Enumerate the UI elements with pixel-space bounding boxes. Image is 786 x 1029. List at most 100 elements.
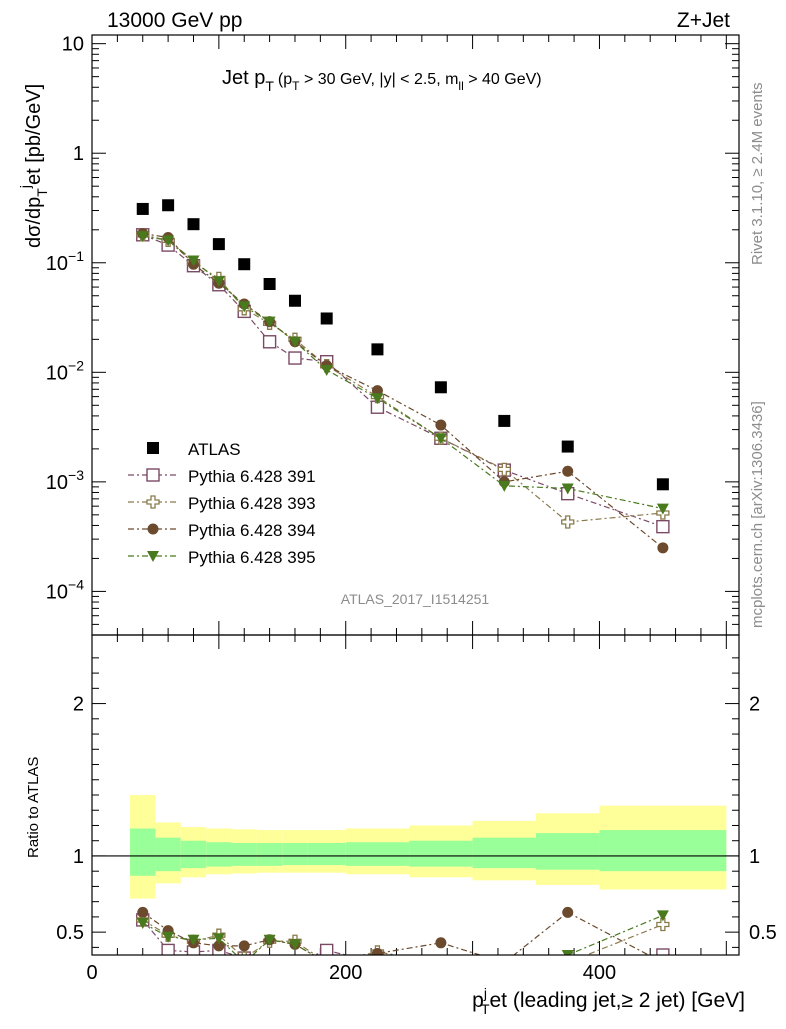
- ratio-point: [435, 958, 447, 969]
- ratio-point: [435, 957, 447, 969]
- data-point: [434, 381, 447, 394]
- main-plot-marks: [136, 199, 670, 554]
- legend-marker: [147, 551, 159, 562]
- data-point: [162, 235, 175, 247]
- ratio-point: [562, 957, 574, 969]
- ratio-plot-marks: [136, 906, 670, 969]
- data-point: [435, 419, 447, 431]
- ratio-y-tick-label-right: 1: [749, 846, 760, 868]
- band-green: [307, 843, 346, 866]
- data-point: [238, 301, 251, 313]
- data-point: [136, 202, 149, 215]
- ratio-point: [371, 957, 383, 969]
- ratio-point: [562, 906, 574, 918]
- legend-label: Pythia 6.428 391: [188, 467, 316, 486]
- data-point: [656, 478, 669, 491]
- ratio-point: [264, 957, 276, 969]
- legend: ATLAS Pythia 6.428 391 Pythia 6.428 393 Pyt…: [128, 440, 316, 567]
- legend-marker: [147, 442, 159, 454]
- legend-label: Pythia 6.428 394: [188, 521, 316, 540]
- ratio-point: [371, 958, 383, 969]
- data-point: [136, 231, 149, 243]
- band-green: [536, 833, 600, 870]
- data-point: [263, 316, 276, 328]
- ratio-point: [561, 950, 574, 955]
- ratio-point: [656, 910, 669, 922]
- data-point: [187, 255, 200, 267]
- x-tick-label: 400: [583, 962, 616, 984]
- data-point: [371, 393, 384, 405]
- y-tick-exponent: −2: [68, 357, 84, 373]
- band-green: [409, 840, 473, 867]
- ratio-point: [435, 937, 447, 949]
- ratio-point: [187, 934, 200, 946]
- y-tick-label: 1: [73, 143, 84, 165]
- data-point: [288, 336, 301, 348]
- ratio-point: [435, 957, 447, 969]
- ratio-point: [657, 957, 668, 968]
- data-point: [498, 414, 511, 427]
- ratio-point: [289, 957, 301, 969]
- data-point: [212, 238, 225, 251]
- data-point: [561, 440, 574, 453]
- legend-marker: [146, 495, 160, 509]
- ratio-point: [562, 957, 574, 969]
- y-tick-label: 10−3: [46, 467, 84, 494]
- band-green: [130, 828, 156, 876]
- data-point: [288, 294, 301, 307]
- y-tick-label: 10: [62, 34, 84, 56]
- band-green: [206, 842, 232, 867]
- data-point: [263, 277, 276, 290]
- legend-label: Pythia 6.428 395: [188, 548, 316, 567]
- ratio-point: [498, 957, 510, 969]
- ratio-point: [212, 933, 225, 945]
- data-point: [498, 480, 511, 492]
- legend-marker: [147, 523, 159, 535]
- x-tick-label: 0: [86, 962, 97, 984]
- ratio-point: [371, 947, 383, 955]
- ratio-point: [162, 931, 175, 943]
- band-green: [256, 843, 283, 866]
- y-tick-exponent: −4: [68, 576, 84, 592]
- x-tick-label: 200: [329, 962, 362, 984]
- ratio-point: [263, 934, 276, 946]
- legend-marker: [146, 468, 160, 482]
- ratio-y-tick-label: 0.5: [56, 922, 84, 944]
- legend-label: Pythia 6.428 393: [188, 494, 316, 513]
- y-tick-exponent: −1: [68, 248, 84, 264]
- band-green: [231, 843, 257, 866]
- ratio-point: [319, 943, 334, 955]
- legend-label: ATLAS: [188, 440, 241, 459]
- x-axis-label: pj Tet (leading jet,≥ 2 jet) [GeV]: [472, 985, 745, 1017]
- plot-title: Jet pT (pT > 30 GeV, |y| < 2.5, mll > 40 …: [222, 67, 542, 94]
- ratio-clipped-group: [136, 906, 670, 969]
- ratio-point: [238, 940, 250, 952]
- data-point: [371, 343, 384, 356]
- ratio-y-axis-label: Ratio to ATLAS: [25, 757, 42, 858]
- data-point: [562, 465, 574, 477]
- data-point: [162, 199, 175, 212]
- data-point: [187, 218, 200, 231]
- data-point: [320, 312, 333, 325]
- data-point: [434, 433, 447, 445]
- band-green: [155, 837, 181, 872]
- data-point: [561, 483, 574, 495]
- data-point: [320, 364, 333, 376]
- data-point: [288, 351, 302, 365]
- ratio-point: [238, 958, 250, 969]
- header-process: Z+Jet: [677, 9, 730, 32]
- ratio-point: [161, 943, 175, 955]
- ratio-point: [656, 917, 670, 932]
- main-plot-frame: [91, 34, 740, 636]
- data-point: [212, 276, 225, 288]
- y-tick-base: 10: [46, 581, 68, 603]
- y-tick-exponent: −3: [68, 467, 84, 483]
- ratio-point: [136, 918, 149, 929]
- band-green: [345, 842, 410, 866]
- ratio-point: [498, 957, 510, 969]
- header-collision: 13000 GeV pp: [107, 9, 242, 32]
- ratio-y-tick-label: 2: [73, 694, 84, 716]
- band-green: [180, 840, 207, 869]
- main-y-axis-label: dσ/dpTjet [pb/GeV]: [17, 84, 50, 248]
